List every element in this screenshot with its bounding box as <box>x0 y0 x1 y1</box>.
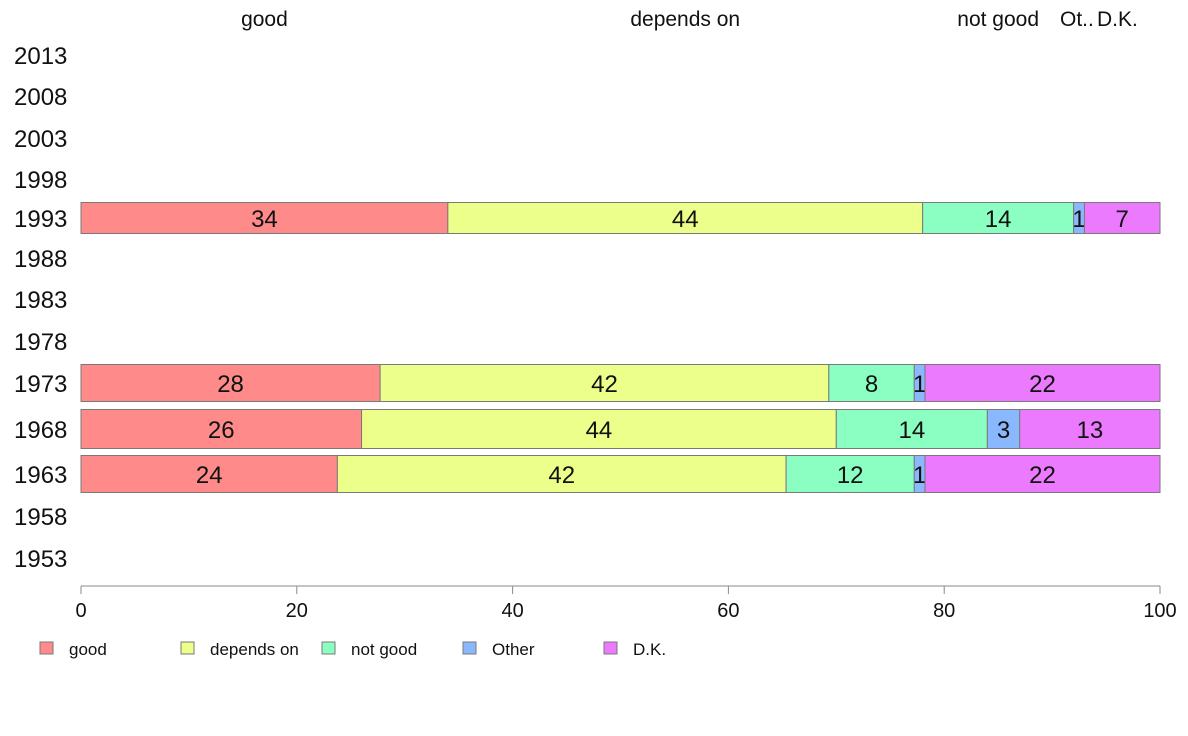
bar-label-1973-other: 1 <box>913 371 926 398</box>
year-label-2008: 2008 <box>14 84 67 111</box>
x-tick-label-80: 80 <box>933 600 955 622</box>
bar-segment-1963-d-k <box>924 455 1161 493</box>
bar-segment-1963-depends-on <box>336 455 787 493</box>
year-label-1958: 1958 <box>14 504 67 531</box>
bar-label-1993-good: 34 <box>251 206 278 233</box>
bar-segment-1993-not-good <box>922 202 1075 234</box>
bar-label-1968-depends-on: 44 <box>586 417 613 444</box>
x-tick-label-60: 60 <box>717 600 739 622</box>
bar-label-1963-good: 24 <box>196 462 223 489</box>
bar-label-1993-other: 1 <box>1072 206 1085 233</box>
year-label-1993: 1993 <box>14 206 67 233</box>
legend-swatch-depends-on <box>180 641 195 655</box>
bar-segment-1973-not-good <box>828 364 915 402</box>
legend-label-other: Other <box>492 640 535 659</box>
year-label-2003: 2003 <box>14 126 67 153</box>
bar-segment-1963-good <box>80 455 338 493</box>
column-header-ot: Ot.. <box>1060 8 1094 31</box>
legend-swatch-other <box>462 641 477 655</box>
legend-item-good: good <box>39 640 107 659</box>
year-label-1998: 1998 <box>14 167 67 194</box>
column-header-d-k: D.K. <box>1097 8 1138 31</box>
bar-segment-1993-depends-on <box>447 202 924 234</box>
year-label-1978: 1978 <box>14 329 67 356</box>
column-headers: good depends on not good Ot.. D.K. <box>241 8 1138 31</box>
x-tick-label-100: 100 <box>1143 600 1176 622</box>
bar-segment-1968-good <box>80 409 363 449</box>
year-labels: 2013 2008 2003 1998 1993 1988 1983 1978 1973 1968… <box>14 43 67 573</box>
bar-segment-1968-not-good <box>835 409 988 449</box>
year-label-1963: 1963 <box>14 462 67 489</box>
bar-label-1963-d-k: 22 <box>1029 462 1056 489</box>
legend-item-d-k: D.K. <box>603 640 666 659</box>
bar-segment-1993-good <box>80 202 449 234</box>
column-header-good: good <box>241 8 288 31</box>
bar-label-1968-not-good: 14 <box>898 417 925 444</box>
legend-item-other: Other <box>462 640 535 659</box>
x-tick-label-0: 0 <box>75 600 86 622</box>
column-header-not-good: not good <box>957 8 1039 31</box>
bar-label-1973-good: 28 <box>217 371 244 398</box>
year-label-2013: 2013 <box>14 43 67 70</box>
year-label-1983: 1983 <box>14 287 67 314</box>
bar-label-1963-not-good: 12 <box>837 462 864 489</box>
legend-label-good: good <box>69 640 107 659</box>
x-tick-label-20: 20 <box>286 600 308 622</box>
bar-segment-1993-d-k <box>1083 202 1161 234</box>
year-label-1973: 1973 <box>14 371 67 398</box>
bar-label-1993-depends-on: 44 <box>672 206 699 233</box>
bar-segment-1963-not-good <box>785 455 915 493</box>
bar-label-1993-not-good: 14 <box>985 206 1012 233</box>
bar-segment-1968-d-k <box>1019 409 1161 449</box>
bars: 34 44 14 1 7 28 42 8 1 22 26 44 14 3 13 24 42 12 1 22 <box>80 202 1161 493</box>
year-label-1953: 1953 <box>14 546 67 573</box>
bar-label-1973-d-k: 22 <box>1029 371 1056 398</box>
bar-label-1993-d-k: 7 <box>1116 206 1129 233</box>
bar-segment-1973-depends-on <box>379 364 830 402</box>
bar-label-1973-not-good: 8 <box>865 371 878 398</box>
legend-label-not-good: not good <box>351 640 417 659</box>
bar-segment-1973-d-k <box>924 364 1161 402</box>
legend-swatch-not-good <box>321 641 336 655</box>
legend-label-d-k: D.K. <box>633 640 666 659</box>
x-tick-label-40: 40 <box>501 600 523 622</box>
legend-label-depends-on: depends on <box>210 640 299 659</box>
legend: good depends on not good Other D.K. <box>39 640 666 659</box>
x-axis: 0 20 40 60 80 100 <box>75 585 1177 622</box>
bar-label-1973-depends-on: 42 <box>591 371 618 398</box>
bar-segment-1968-other <box>986 409 1021 449</box>
bar-label-1963-depends-on: 42 <box>548 462 575 489</box>
year-label-1968: 1968 <box>14 417 67 444</box>
bar-label-1968-d-k: 13 <box>1077 417 1104 444</box>
bar-label-1963-other: 1 <box>913 462 926 489</box>
legend-item-depends-on: depends on <box>180 640 299 659</box>
column-header-depends-on: depends on <box>630 8 740 31</box>
bar-label-1968-other: 3 <box>997 417 1010 444</box>
bar-segment-1973-good <box>80 364 381 402</box>
legend-item-not-good: not good <box>321 640 417 659</box>
legend-swatch-good <box>39 641 54 655</box>
legend-swatch-d-k <box>603 641 618 655</box>
year-label-1988: 1988 <box>14 246 67 273</box>
bar-label-1968-good: 26 <box>208 417 235 444</box>
